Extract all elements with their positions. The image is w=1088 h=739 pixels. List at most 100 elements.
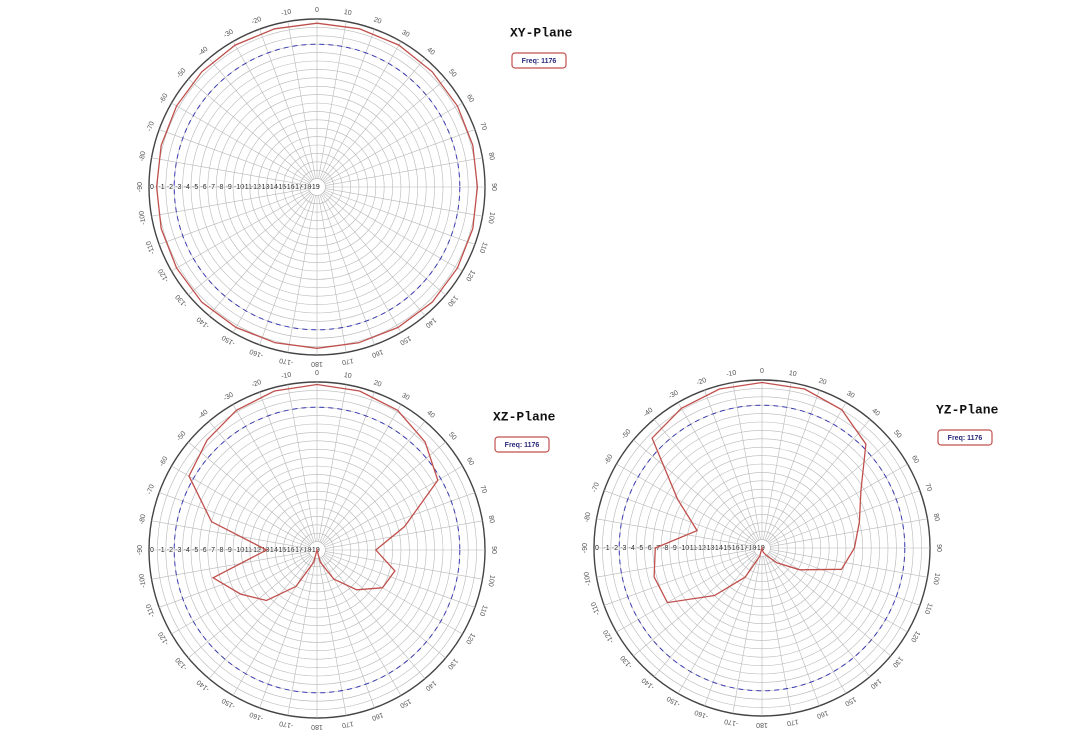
angle-tick-label: -70 bbox=[591, 482, 601, 494]
angle-tick-label: -130 bbox=[174, 656, 188, 671]
polar-chart: 0 -1 -2 -3 -4 -5 -6 -7 -8 -9 -10-11-12-13-14-15-16… bbox=[137, 7, 573, 367]
radial-tick-label: -17 bbox=[293, 184, 303, 191]
radial-tick-label: -13 bbox=[259, 547, 269, 554]
grid-spoke bbox=[188, 192, 311, 296]
grid-spoke bbox=[171, 102, 310, 184]
grid-spoke bbox=[287, 21, 316, 179]
angle-tick-label: 130 bbox=[891, 655, 904, 669]
angle-tick-label: -140 bbox=[196, 315, 211, 329]
radial-tick-label: -7 bbox=[654, 545, 660, 552]
grid-spoke bbox=[325, 551, 483, 580]
angle-tick-label: 100 bbox=[486, 574, 495, 587]
grid-spoke bbox=[159, 492, 310, 548]
angle-tick-label: 90 bbox=[490, 183, 497, 191]
angle-tick-label: 60 bbox=[910, 455, 920, 465]
angle-tick-label: -140 bbox=[641, 676, 656, 690]
radial-tick-label: -19 bbox=[755, 545, 765, 552]
radial-tick-label: -17 bbox=[738, 545, 748, 552]
grid-spoke bbox=[159, 552, 310, 608]
angle-tick-label: -40 bbox=[197, 409, 209, 421]
grid-spoke bbox=[763, 556, 792, 714]
radial-tick-label: -11 bbox=[242, 184, 252, 191]
radial-tick-label: -1 bbox=[158, 547, 164, 554]
angle-tick-label: -90 bbox=[137, 545, 144, 555]
grid-spoke bbox=[318, 384, 347, 542]
grid-spoke bbox=[633, 553, 756, 657]
angle-tick-label: -100 bbox=[138, 210, 147, 225]
angle-tick-label: 160 bbox=[816, 709, 829, 720]
radial-tick-label: -15 bbox=[721, 545, 731, 552]
angle-tick-label: 80 bbox=[487, 152, 495, 161]
grid-spoke bbox=[171, 190, 310, 272]
angle-tick-label: 70 bbox=[478, 485, 487, 495]
grid-spoke bbox=[318, 195, 347, 353]
angle-tick-label: 30 bbox=[400, 392, 410, 402]
angle-tick-label: -120 bbox=[157, 267, 170, 283]
chart-title: XZ-Plane bbox=[493, 409, 556, 424]
grid-spoke bbox=[732, 382, 761, 540]
polar-chart: 0 -1 -2 -3 -4 -5 -6 -7 -8 -9 -10-11-12-13-14-15-16… bbox=[137, 370, 556, 730]
pattern-line bbox=[155, 22, 479, 349]
legend-box bbox=[511, 52, 567, 69]
angle-tick-label: 140 bbox=[424, 679, 438, 692]
radial-tick-label: 0 bbox=[595, 545, 599, 552]
grid-spoke bbox=[324, 553, 463, 635]
grid-spoke bbox=[732, 556, 761, 714]
legend-label: Freq: 1176 bbox=[505, 442, 540, 449]
grid-spoke bbox=[208, 421, 312, 544]
grid-spoke bbox=[770, 518, 928, 547]
reference-ring bbox=[618, 404, 906, 692]
angle-tick-label: 70 bbox=[478, 122, 487, 132]
angle-tick-label: 180 bbox=[311, 360, 323, 367]
legend-label: Freq: 1176 bbox=[522, 58, 557, 65]
angle-tick-label: -150 bbox=[221, 333, 237, 346]
grid-spoke bbox=[604, 490, 755, 546]
radial-tick-label: -9 bbox=[226, 547, 232, 554]
grid-spoke bbox=[318, 21, 347, 179]
radial-tick-label: -15 bbox=[276, 184, 286, 191]
grid-spoke bbox=[287, 195, 316, 353]
reference-ring bbox=[173, 406, 461, 694]
angle-tick-label: -160 bbox=[249, 347, 265, 358]
radial-tick-label: -7 bbox=[209, 547, 215, 554]
chart-title: XY-Plane bbox=[510, 25, 573, 40]
radial-tick-label: -7 bbox=[209, 184, 215, 191]
angle-tick-label: 180 bbox=[756, 721, 768, 728]
radial-tick-label: -15 bbox=[276, 547, 286, 554]
angle-tick-label: -170 bbox=[279, 719, 294, 728]
grid-spoke bbox=[324, 102, 463, 184]
radial-tick-label: -10 bbox=[234, 184, 244, 191]
angle-tick-label: -60 bbox=[158, 92, 169, 104]
radial-tick-label: -4 bbox=[184, 547, 190, 554]
grid-spoke bbox=[764, 555, 820, 706]
radial-tick-label: -4 bbox=[629, 545, 635, 552]
radial-tick-label: -2 bbox=[612, 545, 618, 552]
angle-tick-label: 150 bbox=[843, 695, 857, 707]
angle-tick-label: -130 bbox=[619, 654, 633, 669]
angle-tick-label: -90 bbox=[582, 543, 589, 553]
grid-spoke bbox=[322, 556, 426, 679]
radial-tick-label: -14 bbox=[268, 184, 278, 191]
grid-spoke bbox=[319, 557, 375, 708]
angle-tick-label: 160 bbox=[371, 711, 384, 722]
angle-tick-label: -150 bbox=[221, 696, 237, 709]
radial-tick-label: -19 bbox=[310, 547, 320, 554]
legend-box bbox=[937, 429, 993, 446]
angle-tick-label: 140 bbox=[424, 316, 438, 329]
angle-tick-label: 150 bbox=[398, 334, 412, 346]
angle-tick-label: 120 bbox=[909, 630, 921, 644]
angle-tick-label: -80 bbox=[584, 512, 593, 523]
radial-tick-label: 0 bbox=[150, 184, 154, 191]
grid-spoke bbox=[323, 78, 446, 182]
grid-spoke bbox=[188, 441, 311, 545]
angle-tick-label: -120 bbox=[602, 628, 615, 644]
angle-tick-label: 60 bbox=[465, 457, 475, 467]
grid-spoke bbox=[323, 441, 446, 545]
radial-tick-label: -18 bbox=[301, 547, 311, 554]
grid-spoke bbox=[323, 192, 446, 296]
angle-tick-label: 110 bbox=[478, 241, 488, 254]
angle-tick-label: 50 bbox=[447, 68, 457, 79]
radial-tick-label: -6 bbox=[200, 184, 206, 191]
angle-tick-label: -40 bbox=[642, 407, 654, 419]
